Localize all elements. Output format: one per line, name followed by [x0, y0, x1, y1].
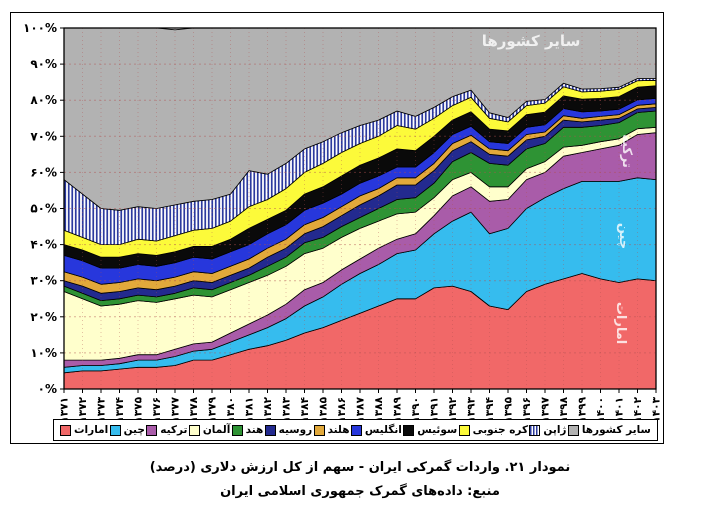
legend-swatch-netherlands	[313, 424, 325, 436]
chart-caption: نمودار ۲۱. واردات گمرکی ایران - سهم از ک…	[0, 456, 720, 504]
legend-label-russia: روسیه	[278, 424, 313, 436]
legend-swatch-others	[567, 424, 579, 436]
legend-swatch-germany	[188, 424, 200, 436]
y-axis-label: ۰%	[38, 382, 57, 396]
x-axis-label: ۱۳۷۹	[207, 396, 219, 422]
legend-item-india: هند	[231, 424, 264, 436]
legend-item-uk: انگلیس	[350, 424, 402, 436]
legend: امارات چین ترکیه آلمان هند روسیه هلند انگلیس سوئ…	[53, 419, 658, 441]
y-axis-label: ۸۰%	[30, 93, 57, 107]
chart-caption-title: نمودار ۲۱. واردات گمرکی ایران - سهم از ک…	[149, 460, 571, 475]
x-axis-label: ۱۳۹۷	[540, 396, 552, 422]
x-axis-label: ۱۳۹۲	[447, 396, 459, 422]
legend-label-uk: انگلیس	[364, 424, 402, 436]
x-axis-label: ۱۴۰۲	[632, 396, 644, 422]
legend-label-switzerland: سوئیس	[417, 424, 458, 436]
legend-item-turkey: ترکیه	[146, 424, 187, 436]
legend-item-china: چین	[109, 424, 145, 436]
legend-item-germany: آلمان	[188, 424, 231, 436]
legend-label-uae: امارات	[74, 424, 109, 436]
x-axis-label: ۱۳۷۵	[133, 396, 145, 422]
legend-swatch-japan	[529, 424, 541, 436]
watermark-turkey: ترکیه	[619, 134, 634, 168]
y-axis-label: ۵۰%	[30, 202, 57, 216]
y-axis-label: ۹۰%	[30, 57, 57, 71]
legend-swatch-india	[231, 424, 243, 436]
x-axis-label: ۱۳۹۰	[410, 397, 422, 423]
x-axis-label: ۱۳۹۳	[466, 396, 478, 422]
x-axis-label: ۱۳۷۸	[188, 396, 200, 422]
x-axis-label: ۱۳۸۹	[392, 396, 404, 422]
y-axis-label: ۱۰%	[30, 346, 57, 360]
legend-item-switzerland: سوئیس	[403, 424, 457, 436]
legend-swatch-south-korea	[458, 424, 470, 436]
x-axis-label: ۱۳۷۳	[96, 396, 108, 422]
watermark-china: چین	[616, 223, 631, 249]
legend-label-japan: ژاپن	[543, 424, 567, 436]
x-axis-label: ۱۳۸۱	[244, 397, 256, 423]
legend-swatch-russia	[264, 424, 276, 436]
x-axis-label: ۱۳۷۲	[77, 396, 89, 422]
legend-item-south-korea: کره جنوبی	[458, 424, 529, 436]
legend-swatch-switzerland	[403, 424, 415, 436]
legend-label-netherlands: هلند	[327, 424, 350, 436]
x-axis-label: ۱۳۷۷	[170, 396, 182, 422]
y-axis-label: ۳۰%	[30, 274, 57, 288]
x-axis-label: ۱۳۷۴	[114, 396, 126, 422]
legend-item-japan: ژاپن	[529, 424, 566, 436]
legend-label-china: چین	[123, 424, 145, 436]
legend-swatch-turkey	[146, 424, 158, 436]
legend-label-south-korea: کره جنوبی	[472, 424, 529, 436]
x-axis-label: ۱۳۸۰	[225, 397, 237, 423]
stacked-area-chart: ۰% ۱۰% ۲۰% ۳۰% ۴۰% ۵۰% ۶۰% ۷۰% ۸۰% ۹۰% ۱۰۰% ۱۳۷۱ ۱۳۷…	[23, 21, 663, 423]
legend-item-russia: روسیه	[264, 424, 313, 436]
x-axis-label: ۱۴۰۳	[651, 396, 663, 422]
x-axis-label: ۱۳۹۸	[558, 396, 570, 422]
legend-label-india: هند	[245, 424, 264, 436]
legend-label-others: سایر کشورها	[581, 424, 651, 436]
x-axis-label: ۱۳۸۴	[299, 396, 311, 422]
x-axis-label: ۱۳۹۵	[503, 396, 515, 422]
y-axis-label: ۷۰%	[30, 129, 57, 143]
x-axis-label: ۱۳۹۹	[577, 396, 589, 422]
x-axis-label: ۱۳۹۶	[521, 397, 533, 423]
x-axis-label: ۱۳۸۵	[318, 396, 330, 422]
x-axis-label: ۱۳۹۴	[484, 396, 496, 422]
legend-item-others: سایر کشورها	[567, 424, 651, 436]
chart-caption-source: منبع: داده‌های گمرک جمهوری اسلامی ایران	[220, 484, 500, 499]
legend-swatch-china	[109, 424, 121, 436]
y-axis-label: ۲۰%	[30, 310, 57, 324]
x-axis-label: ۱۳۷۱	[59, 397, 71, 423]
watermark-uae: امارات	[613, 302, 628, 344]
x-axis-label: ۱۴۰۰	[595, 397, 607, 423]
y-axis-label: ۶۰%	[30, 165, 57, 179]
x-axis-label: ۱۳۸۸	[373, 396, 385, 422]
legend-item-netherlands: هلند	[313, 424, 350, 436]
y-axis-label: ۴۰%	[30, 238, 57, 252]
x-axis-label: ۱۴۰۱	[614, 397, 626, 423]
x-axis-label: ۱۳۸۳	[281, 396, 293, 422]
x-axis-label: ۱۳۷۶	[151, 397, 163, 423]
x-axis-label: ۱۳۹۱	[429, 397, 441, 423]
watermark-others: سایر کشورها	[482, 32, 581, 50]
chart-frame: ۰% ۱۰% ۲۰% ۳۰% ۴۰% ۵۰% ۶۰% ۷۰% ۸۰% ۹۰% ۱۰۰% ۱۳۷۱ ۱۳۷…	[10, 12, 664, 444]
x-axis-label: ۱۳۸۶	[336, 397, 348, 423]
x-axis-label: ۱۳۸۲	[262, 396, 274, 422]
legend-swatch-uk	[350, 424, 362, 436]
legend-swatch-uae	[60, 424, 71, 436]
legend-item-uae: امارات	[60, 424, 108, 436]
y-axis-label: ۱۰۰%	[23, 21, 57, 35]
legend-label-germany: آلمان	[202, 424, 231, 436]
x-axis-label: ۱۳۸۷	[355, 396, 367, 422]
legend-label-turkey: ترکیه	[160, 424, 188, 436]
